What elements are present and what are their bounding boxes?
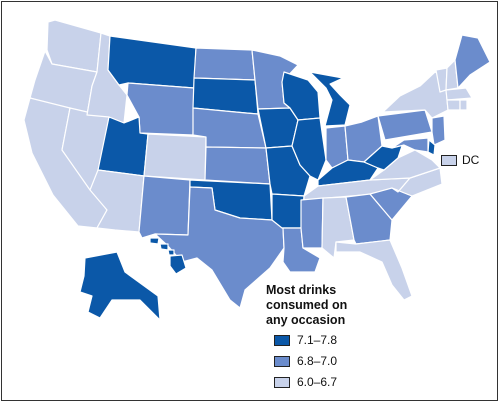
legend-title-line: Most drinks	[266, 283, 337, 297]
state-me	[454, 34, 491, 89]
legend-swatch	[274, 376, 290, 388]
legend-swatch	[274, 355, 290, 367]
legend-label: 6.8–7.0	[297, 354, 338, 368]
state-ct	[446, 99, 461, 111]
legend-item-high: 7.1–7.8	[274, 332, 337, 348]
dc-swatch	[441, 154, 457, 166]
state-nj	[431, 115, 446, 146]
state-ri	[459, 99, 468, 111]
legend-label: 6.0–6.7	[297, 375, 338, 389]
state-mt	[107, 35, 197, 89]
state-nm	[138, 175, 191, 239]
dc-indicator: DC	[441, 153, 479, 167]
legend-title-line: any occasion	[266, 313, 346, 327]
state-md	[391, 137, 429, 153]
state-fl	[335, 239, 413, 301]
state-il	[291, 117, 327, 181]
state-ks	[204, 146, 271, 185]
state-ar	[271, 193, 305, 229]
state-hi	[149, 237, 187, 275]
state-mi	[309, 71, 351, 127]
state-nd	[193, 47, 256, 81]
state-co	[143, 133, 207, 181]
state-pa	[377, 109, 433, 141]
legend-swatch	[274, 334, 290, 346]
legend-title: Most drinks consumed on any occasion	[266, 283, 386, 328]
legend-label: 7.1–7.8	[297, 333, 338, 347]
state-ms	[300, 197, 324, 249]
legend-item-mid: 6.8–7.0	[274, 353, 337, 369]
state-ma	[445, 87, 473, 101]
legend-title-line: consumed on	[266, 298, 348, 312]
legend-item-low: 6.0–6.7	[274, 374, 337, 390]
state-ak	[79, 251, 161, 321]
dc-label: DC	[462, 153, 480, 167]
